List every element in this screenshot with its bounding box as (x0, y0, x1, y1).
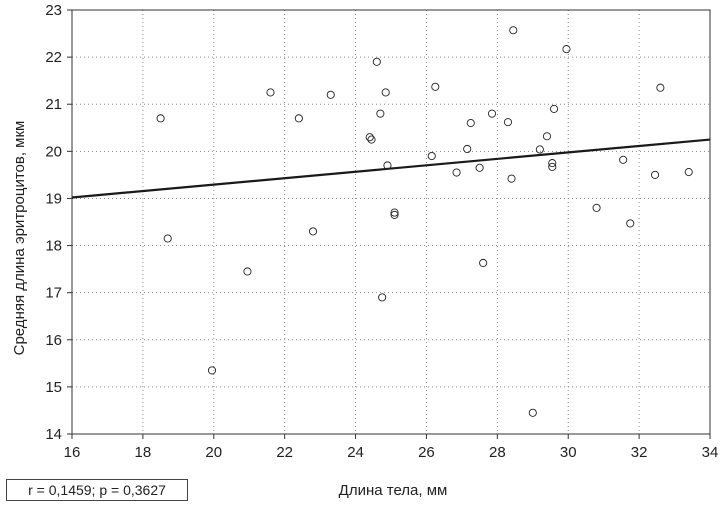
data-point (487, 109, 497, 118)
x-tick-label: 26 (418, 444, 435, 461)
data-point (367, 135, 376, 144)
data-point (326, 90, 335, 99)
x-tick-label: 28 (489, 444, 506, 461)
data-point (549, 104, 559, 113)
data-point (651, 170, 660, 179)
data-point (427, 151, 436, 161)
data-point (463, 144, 472, 154)
y-tick-label: 19 (45, 190, 62, 207)
x-tick-label: 18 (135, 444, 152, 461)
data-point (656, 83, 665, 92)
y-tick-label: 23 (45, 2, 62, 19)
data-point (466, 119, 475, 128)
data-point (626, 219, 635, 228)
data-point (376, 109, 385, 118)
y-tick-label: 22 (45, 49, 62, 66)
data-point (390, 208, 399, 217)
plot-frame (71, 9, 711, 435)
data-point (372, 57, 381, 66)
data-point (503, 118, 513, 127)
data-point (378, 293, 387, 302)
regression-line-group (71, 138, 711, 199)
data-point (207, 366, 217, 375)
x-tick-label: 24 (347, 444, 364, 461)
data-point (381, 88, 390, 97)
grid (72, 10, 710, 434)
data-point (156, 114, 165, 123)
data-point (548, 162, 557, 171)
y-axis-label: Средняя длина эритроцитов, мкм (11, 121, 28, 356)
y-tick-label: 21 (45, 96, 62, 113)
y-tick-label: 15 (45, 379, 62, 396)
data-point (535, 145, 544, 154)
data-point (479, 258, 488, 268)
x-tick-label: 32 (631, 444, 648, 461)
data-point (243, 267, 252, 276)
data-point (592, 203, 601, 212)
data-point (562, 45, 571, 54)
data-point (619, 155, 628, 164)
data-point (383, 161, 392, 170)
y-tick-label: 17 (45, 285, 62, 302)
data-points (156, 26, 693, 417)
data-point (684, 168, 693, 177)
data-point (507, 174, 516, 183)
axes (67, 9, 711, 439)
data-point (308, 227, 318, 236)
data-point (266, 88, 275, 97)
data-point (528, 408, 537, 417)
tick-labels: 16 18 20 22 24 26 28 30 32 34 14 15 16 17 18 19 20 21 22 23 (45, 2, 718, 461)
data-point (294, 114, 303, 123)
correlation-annotation: r = 0,1459; p = 0,3627 (6, 479, 188, 501)
data-point (548, 159, 557, 168)
x-tick-label: 20 (205, 444, 222, 461)
x-tick-label: 30 (560, 444, 577, 461)
y-tick-label: 18 (45, 238, 62, 255)
x-tick-label: 34 (702, 444, 719, 461)
data-point (542, 132, 552, 141)
data-point (431, 82, 440, 91)
data-point (365, 133, 374, 142)
regression-line (71, 138, 711, 199)
x-tick-label: 22 (276, 444, 293, 461)
data-point (452, 168, 461, 177)
y-tick-label: 14 (45, 426, 62, 443)
y-tick-label: 20 (45, 143, 62, 160)
x-axis-label: Длина тела, мм (339, 482, 448, 499)
data-point (163, 234, 172, 243)
data-point (509, 26, 518, 35)
data-point (390, 210, 399, 219)
y-tick-label: 16 (45, 332, 62, 349)
data-point (475, 163, 484, 172)
x-tick-label: 16 (64, 444, 81, 461)
